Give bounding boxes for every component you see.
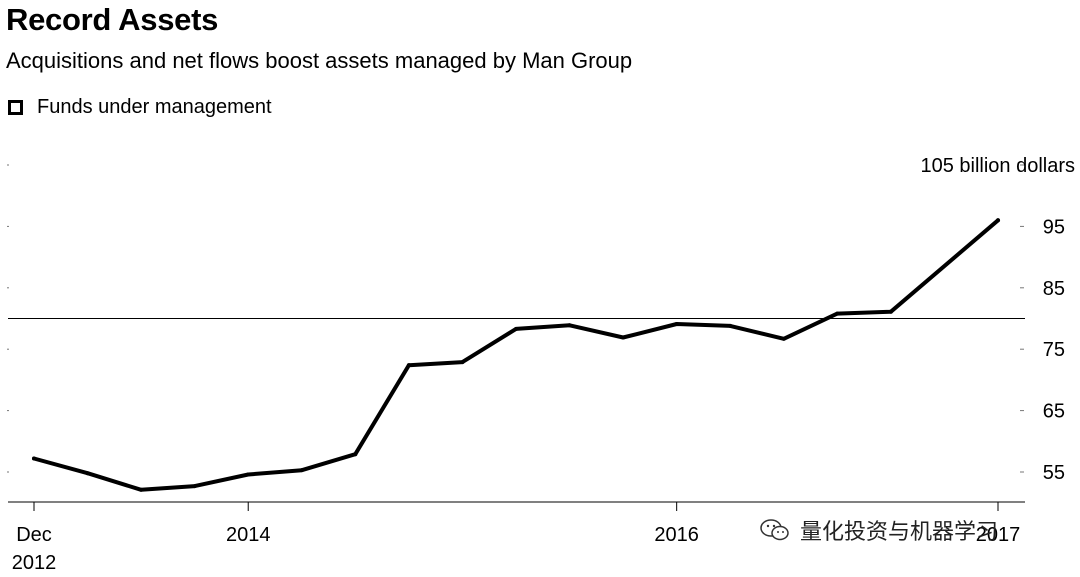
y-tick-label-0: 55: [1043, 462, 1065, 484]
data-point-12: [674, 322, 679, 327]
y-tick-label-4: 95: [1043, 216, 1065, 238]
watermark: 量化投资与机器学习: [760, 514, 998, 546]
x-tick-label-2: 2016: [654, 524, 699, 546]
data-point-6: [353, 452, 358, 457]
data-point-15: [835, 311, 840, 316]
legend-swatch: [8, 100, 23, 115]
data-point-9: [514, 326, 518, 331]
x-ticks: Dec 2012 2014 2016 2017: [12, 502, 1021, 574]
guide-ticks: [7, 164, 1024, 473]
data-point-2: [139, 487, 144, 492]
data-point-8: [460, 360, 465, 365]
x-tick-label-0: Dec 2012: [12, 524, 57, 574]
y-ticks: 55 65 75 85 95: [1043, 216, 1065, 484]
chart-title: Record Assets: [6, 2, 219, 37]
data-point-16: [888, 309, 893, 314]
y-tick-label-2: 75: [1043, 339, 1065, 361]
data-point-1: [85, 471, 90, 476]
y-tick-label-1: 65: [1043, 401, 1065, 423]
y-tick-label-3: 85: [1043, 278, 1065, 300]
data-point-4: [246, 472, 251, 477]
wechat-icon: [760, 519, 789, 541]
legend-label: Funds under management: [37, 96, 272, 118]
legend: Funds under management: [8, 96, 272, 119]
data-point-13: [728, 323, 733, 328]
x-tick-label-3: 2017: [976, 524, 1021, 546]
data-point-3: [192, 484, 197, 489]
data-point-10: [567, 323, 572, 328]
series-line-0: [32, 218, 1000, 492]
watermark-text: 量化投资与机器学习: [800, 520, 999, 545]
x-tick-label-1: 2014: [226, 524, 271, 546]
y-unit-label: 105 billion dollars: [920, 155, 1075, 177]
data-point-5: [299, 468, 304, 473]
data-point-14: [781, 336, 786, 341]
series-layer: [32, 218, 1000, 492]
data-point-17: [996, 218, 1000, 223]
chart-subtitle: Acquisitions and net flows boost assets …: [6, 48, 633, 73]
data-point-7: [406, 363, 411, 368]
data-point-11: [621, 335, 626, 340]
data-point-0: [32, 456, 36, 461]
